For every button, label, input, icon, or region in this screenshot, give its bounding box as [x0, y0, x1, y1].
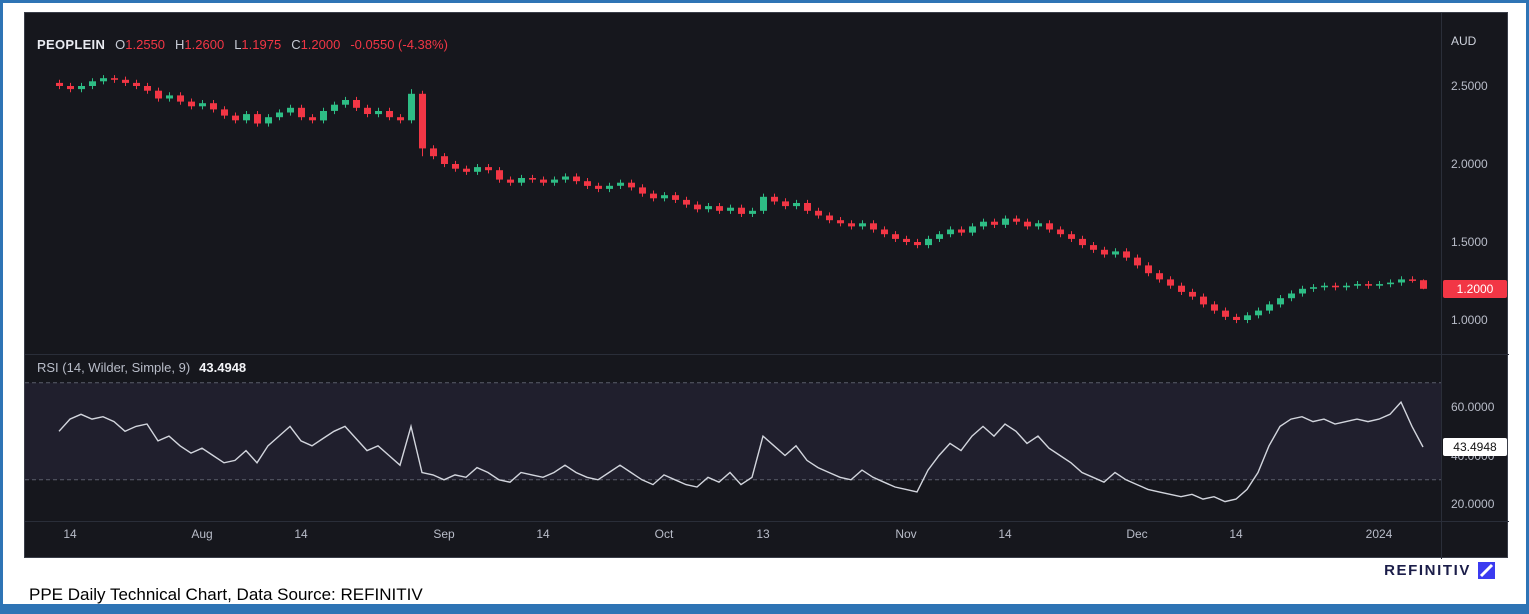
price-axis-tick: 2.5000 — [1451, 79, 1488, 93]
price-legend: PEOPLEIN O1.2550 H1.2600 L1.1975 C1.2000 -0… — [37, 37, 448, 52]
bottom-accent-bar — [3, 604, 1526, 611]
x-axis-tick: 14 — [536, 527, 550, 541]
x-axis-tick: 13 — [756, 527, 770, 541]
legend-ohlc-l: L1.1975 — [234, 37, 282, 52]
x-axis-tick: Oct — [654, 527, 674, 541]
x-axis-tick: Nov — [895, 527, 917, 541]
x-axis-tick: Sep — [433, 527, 455, 541]
refinitiv-logo-icon — [1478, 562, 1495, 579]
x-axis-tick: Aug — [191, 527, 213, 541]
refinitiv-wordmark: REFINITIV — [1384, 562, 1471, 579]
price-axis-tick: 1.0000 — [1451, 313, 1488, 327]
rsi-indicator-label: RSI (14, Wilder, Simple, 9) 43.4948 — [37, 360, 246, 375]
x-axis-tick: Dec — [1126, 527, 1148, 541]
x-axis-tick: 2024 — [1365, 527, 1393, 541]
refinitiv-brand: REFINITIV — [1384, 562, 1495, 579]
price-axis-tick: 2.0000 — [1451, 157, 1488, 171]
x-axis-tick: 14 — [63, 527, 77, 541]
technical-chart-panel: PEOPLEIN O1.2550 H1.2600 L1.1975 C1.2000 -0… — [24, 12, 1509, 559]
last-price-badge: 1.2000 — [1443, 279, 1507, 298]
legend-ohlc-h: H1.2600 — [175, 37, 225, 52]
currency-axis-label: AUD — [1451, 34, 1477, 48]
price-axis-tick: 1.5000 — [1451, 235, 1488, 249]
legend-ohlc-o: O1.2550 — [115, 37, 166, 52]
x-axis-tick: 14 — [998, 527, 1012, 541]
ohlc-fields: O1.2550 H1.2600 L1.1975 C1.2000 — [115, 37, 340, 52]
chart-canvas[interactable] — [25, 13, 1509, 559]
rsi-axis-tick: 20.0000 — [1451, 497, 1495, 511]
chart-caption: PPE Daily Technical Chart, Data Source: … — [29, 585, 423, 604]
x-axis-tick: 14 — [1229, 527, 1243, 541]
rsi-axis-tick: 60.0000 — [1451, 400, 1495, 414]
rsi-value: 43.4948 — [199, 360, 247, 375]
x-axis-tick: 14 — [294, 527, 308, 541]
symbol-name: PEOPLEIN — [37, 37, 106, 52]
legend-ohlc-c: C1.2000 — [291, 37, 341, 52]
change-value: -0.0550 (-4.38%) — [350, 37, 448, 52]
rsi-label-text: RSI (14, Wilder, Simple, 9) — [37, 360, 191, 375]
rsi-value-badge: 43.4948 — [1443, 438, 1507, 457]
